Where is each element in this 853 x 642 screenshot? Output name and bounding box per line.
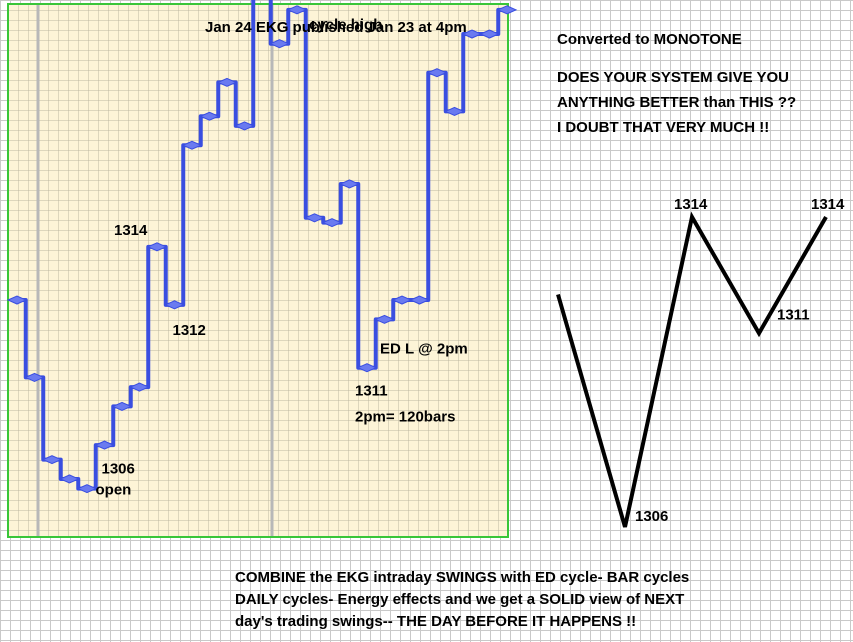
challenge-line-2: ANYTHING BETTER than THIS ??: [557, 94, 797, 111]
monotone-chart: Converted to MONOTONE 1306 1314 1311 1314: [556, 31, 845, 528]
monotone-annotation: 1314: [811, 196, 845, 213]
ekg-point: [444, 106, 465, 116]
chart-title: Jan 24 EKG published Jan 23 at 4pm: [205, 19, 467, 36]
footer-line-2: DAILY cycles- Energy effects and we get …: [235, 591, 685, 608]
ekg-annotation: 2pm= 120bars: [355, 409, 455, 426]
ekg-point: [164, 300, 185, 310]
ekg-annotation: ED L @ 2pm: [380, 341, 468, 358]
monotone-annotation: 1314: [674, 196, 708, 213]
ekg-point: [356, 363, 378, 373]
ekg-point: [76, 484, 98, 494]
monotone-title: Converted to MONOTONE: [557, 31, 742, 48]
ekg-point: [216, 77, 238, 87]
ekg-panel-border: [7, 3, 509, 538]
ekg-point: [181, 140, 203, 150]
ekg-annotation: open: [96, 482, 132, 499]
ekg-point: [6, 295, 28, 305]
ekg-point: [269, 39, 290, 49]
ekg-series: [6, 0, 518, 494]
ekg-point: [496, 5, 518, 15]
monotone-annotation: 1311: [777, 306, 810, 323]
ekg-annotation: cycle high: [309, 16, 382, 33]
monotone-annotations: 1306 1314 1311 1314: [635, 196, 845, 525]
ekg-point: [59, 474, 80, 484]
ekg-point: [234, 121, 255, 131]
ekg-annotation: 1311: [355, 383, 388, 400]
ekg-point: [129, 382, 150, 392]
ekg-point: [94, 440, 115, 450]
monotone-line: [556, 211, 828, 528]
ekg-annotation: 1306: [102, 461, 135, 478]
ekg-point: [321, 218, 343, 228]
challenge-line-3: I DOUBT THAT VERY MUCH !!: [557, 119, 770, 136]
ekg-point: [286, 5, 308, 15]
ekg-point: [339, 179, 360, 189]
ekg-point: [479, 29, 500, 39]
footer-line-3: day's trading swings-- THE DAY BEFORE IT…: [235, 613, 637, 630]
ekg-annotation: 1314: [114, 222, 148, 239]
ekg-point: [374, 314, 395, 324]
ekg-point: [409, 295, 430, 305]
ekg-annotations: 13141pm daily intradaycycle high13141314…: [96, 16, 468, 499]
monotone-annotation: 1306: [635, 508, 668, 525]
ekg-point: [304, 213, 325, 223]
ekg-point: [111, 401, 133, 411]
ekg-point: [41, 455, 63, 465]
footer-line-1: COMBINE the EKG intraday SWINGS with ED …: [235, 569, 690, 586]
ekg-point: [24, 372, 45, 382]
challenge-line-1: DOES YOUR SYSTEM GIVE YOU: [557, 69, 790, 86]
ekg-point: [146, 242, 168, 252]
monotone-series: [556, 211, 828, 528]
ekg-point: [199, 111, 220, 121]
ekg-point: [426, 68, 448, 78]
ekg-chart: Jan 24 EKG published Jan 23 at 4pm 1314 1…: [6, 0, 518, 538]
ekg-annotation: 1312: [173, 322, 206, 339]
ekg-panel-grid: [8, 4, 508, 537]
